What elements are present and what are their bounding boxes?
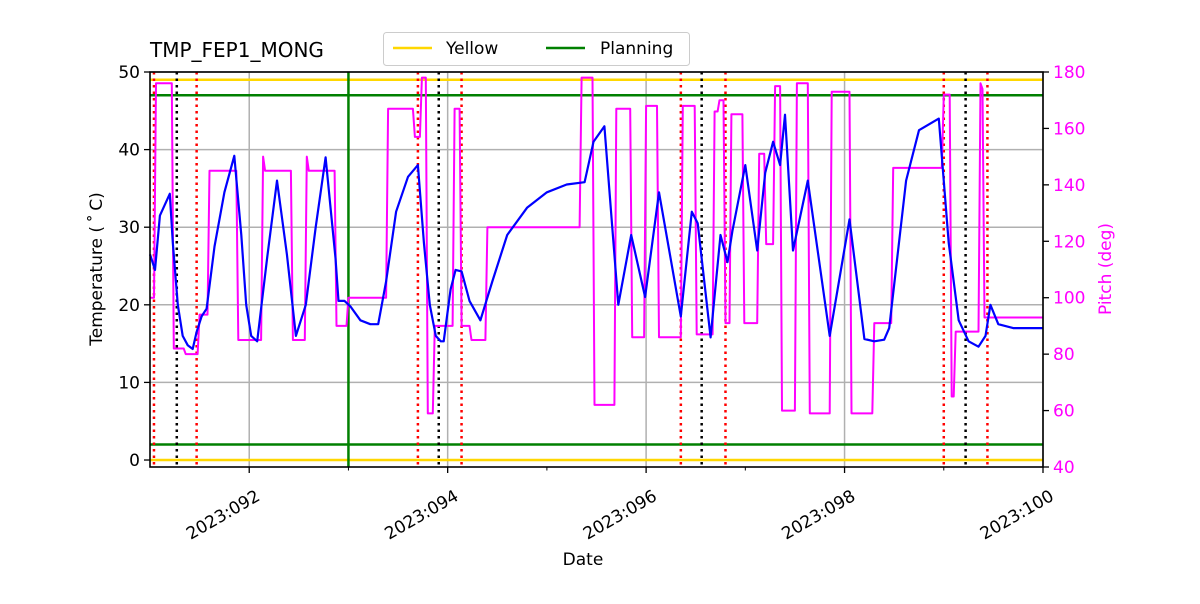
y2-tick-label: 120 <box>1053 232 1085 252</box>
y-tick-label: 10 <box>118 373 140 393</box>
x-tick-label: 2023:100 <box>977 486 1058 544</box>
x-tick-label: 2023:096 <box>580 486 661 544</box>
legend-planning-label: Planning <box>600 39 673 59</box>
y2-tick-label: 180 <box>1053 63 1085 83</box>
legend-yellow-label: Yellow <box>445 39 498 59</box>
legend-frame <box>383 32 690 66</box>
pitch-line <box>150 76 1043 415</box>
temperature-series <box>148 113 1043 351</box>
vertical-event-markers <box>152 72 989 467</box>
y-tick-label: 20 <box>118 296 140 316</box>
legend: Yellow Planning <box>383 32 690 66</box>
y-axis-label: Temperature ( ˚ C) <box>86 192 107 347</box>
x-axis-label: Date <box>563 550 604 570</box>
plot-area-frame <box>149 71 1044 468</box>
y2-axis-label: Pitch (deg) <box>1096 223 1116 315</box>
y-tick-label: 50 <box>118 63 140 83</box>
grid-lines <box>150 71 1044 467</box>
y2-tick-label: 80 <box>1053 345 1075 365</box>
y-tick-label: 30 <box>118 218 140 238</box>
axes-frame <box>149 71 1044 468</box>
x-tick-label: 2023:094 <box>382 486 463 544</box>
y2-tick-label: 100 <box>1053 289 1085 309</box>
y2-tick-label: 40 <box>1053 458 1075 478</box>
y-tick-label: 0 <box>129 451 140 471</box>
chart-title: TMP_FEP1_MONG <box>149 38 324 62</box>
y-tick-label: 40 <box>118 141 140 161</box>
pitch-series <box>150 76 1043 415</box>
y2-tick-label: 60 <box>1053 402 1075 422</box>
x-tick-label: 2023:098 <box>778 486 859 544</box>
temperature-line <box>148 113 1043 351</box>
limit-lines <box>150 72 1043 467</box>
y2-tick-label: 160 <box>1053 119 1085 139</box>
y2-tick-label: 140 <box>1053 176 1085 196</box>
x-tick-label: 2023:092 <box>183 486 264 544</box>
